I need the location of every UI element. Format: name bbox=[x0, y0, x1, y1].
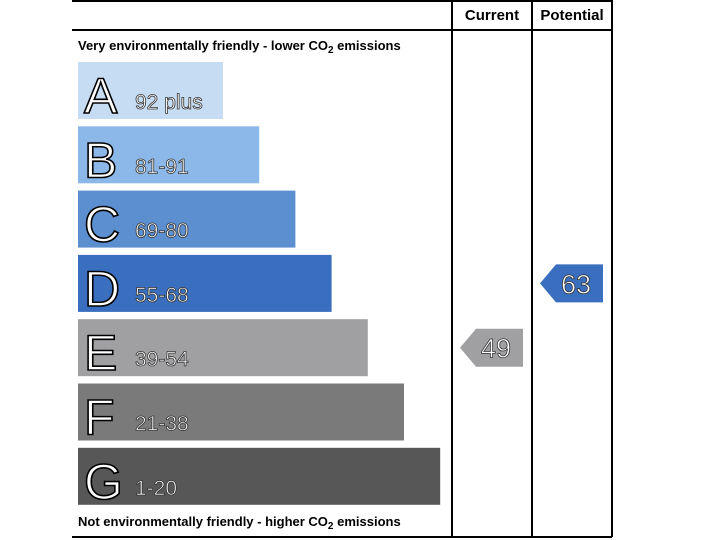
frame bbox=[72, 0, 613, 538]
band-bar bbox=[78, 254, 332, 312]
top-note: Very environmentally friendly - lower CO… bbox=[78, 38, 401, 56]
band-bar bbox=[78, 319, 368, 377]
band-range: 69-80 bbox=[135, 220, 189, 243]
band-letter: C bbox=[84, 197, 120, 253]
band-range: 1-20 bbox=[135, 477, 177, 500]
header-potential: Potential bbox=[540, 7, 603, 24]
rating-arrow bbox=[540, 264, 603, 303]
band-letter: D bbox=[84, 261, 120, 317]
band-bar bbox=[78, 447, 441, 505]
bottom-note: Not environmentally friendly - higher CO… bbox=[78, 514, 401, 532]
rating-value: 63 bbox=[561, 269, 591, 299]
rating-arrow bbox=[460, 328, 523, 367]
band-letter: A bbox=[84, 68, 118, 124]
band-letter: E bbox=[84, 325, 117, 381]
band-range: 21-38 bbox=[135, 413, 189, 436]
band-range: 39-54 bbox=[135, 348, 189, 371]
band-letter: B bbox=[84, 132, 117, 188]
band-bar bbox=[78, 126, 260, 184]
rating-value: 49 bbox=[481, 334, 511, 364]
band-range: 55-68 bbox=[135, 284, 189, 307]
band-letter: F bbox=[84, 390, 115, 446]
header-current: Current bbox=[465, 7, 519, 24]
band-range: 81-91 bbox=[135, 155, 189, 178]
band-bar bbox=[78, 190, 296, 248]
band-range: 92 plus bbox=[135, 91, 203, 114]
band-letter: G bbox=[84, 454, 123, 510]
band-bar bbox=[78, 62, 223, 119]
band-bar bbox=[78, 383, 404, 441]
